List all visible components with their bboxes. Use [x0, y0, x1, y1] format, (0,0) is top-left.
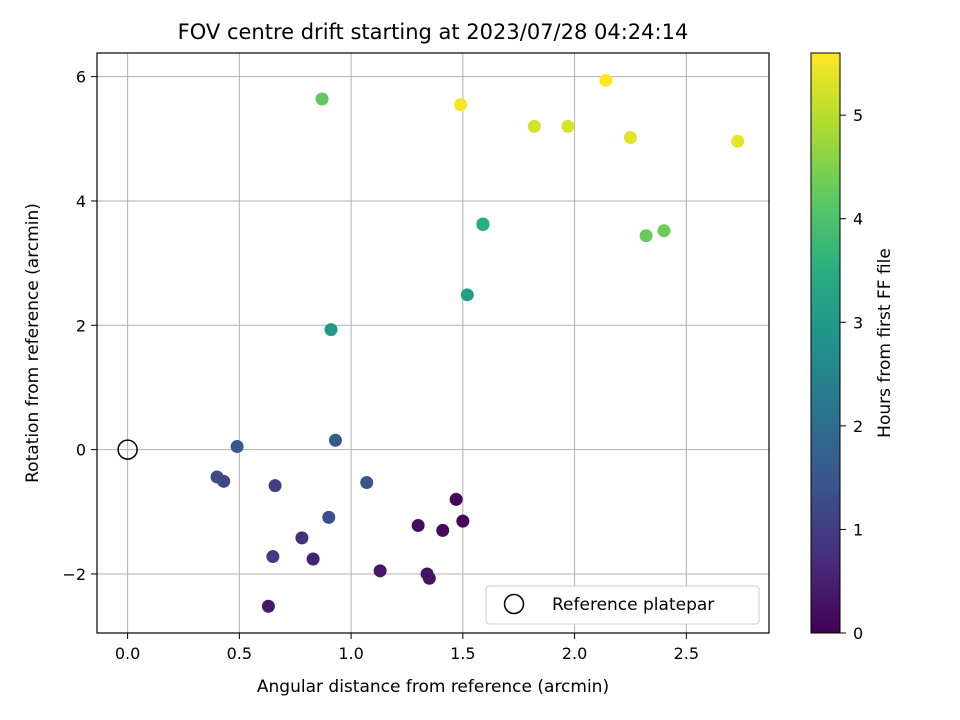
y-axis-ticks: −2 0 2 4 6 [62, 68, 97, 584]
scatter-point [315, 92, 329, 106]
chart-title: FOV centre drift starting at 2023/07/28 … [178, 20, 689, 44]
colorbar-gradient [810, 52, 841, 634]
scatter-point [460, 288, 474, 302]
scatter-point [639, 229, 653, 243]
legend-box [485, 585, 760, 625]
x-tick-label: 1.0 [338, 644, 363, 663]
scatter-point [328, 433, 342, 447]
y-tick-label: 6 [76, 68, 86, 87]
scatter-point [261, 599, 275, 613]
x-axis-ticks: 0.0 0.5 1.0 1.5 2.0 2.5 [115, 633, 699, 663]
grid [97, 53, 769, 633]
plot-frame [96, 52, 770, 634]
scatter-point [373, 564, 387, 578]
x-tick-label: 2.0 [562, 644, 587, 663]
scatter-point [230, 440, 244, 454]
y-axis-label: Rotation from reference (arcmin) [23, 203, 43, 483]
colorbar-tick-label: 3 [853, 313, 863, 332]
scatter-point [449, 492, 463, 506]
y-tick-label: 0 [76, 441, 86, 460]
scatter-point [295, 531, 309, 545]
scatter-point [420, 567, 434, 581]
reference-marker [117, 439, 138, 460]
legend-marker-icon [503, 593, 525, 615]
scatter-point [731, 134, 745, 148]
y-tick-label: 2 [76, 316, 86, 335]
colorbar-tick-label: 0 [853, 624, 863, 643]
scatter-point [456, 514, 470, 528]
colorbar-ticks: 0 1 2 3 4 5 [840, 106, 863, 643]
scatter-point [306, 552, 320, 566]
scatter-point [436, 523, 450, 537]
scatter-point [266, 550, 280, 564]
colorbar: 0 1 2 3 4 5 Hours from first FF file [810, 52, 895, 643]
scatter-point [657, 224, 671, 238]
legend-label: Reference platepar [552, 595, 714, 615]
scatter-point [599, 73, 613, 87]
x-axis-label: Angular distance from reference (arcmin) [257, 677, 609, 697]
x-tick-label: 1.5 [450, 644, 475, 663]
scatter-point [322, 510, 336, 524]
scatter-point [360, 476, 374, 490]
x-tick-label: 0.0 [115, 644, 140, 663]
data-points [210, 73, 745, 613]
legend: Reference platepar [485, 585, 760, 625]
scatter-point [623, 131, 637, 145]
colorbar-tick-label: 4 [853, 210, 863, 229]
reference-point [117, 439, 138, 460]
colorbar-tick-label: 2 [853, 417, 863, 436]
scatter-point [476, 218, 490, 232]
scatter-point [324, 323, 338, 337]
scatter-point [268, 479, 282, 493]
scatter-point [527, 119, 541, 133]
scatter-point [561, 119, 575, 133]
scatter-point [210, 470, 224, 484]
scatter-point [454, 98, 468, 112]
scatter-point [411, 518, 425, 532]
colorbar-tick-label: 5 [853, 106, 863, 125]
colorbar-tick-label: 1 [853, 520, 863, 539]
x-tick-label: 2.5 [674, 644, 699, 663]
y-tick-label: −2 [62, 565, 86, 584]
x-tick-label: 0.5 [227, 644, 252, 663]
colorbar-label: Hours from first FF file [875, 248, 895, 438]
y-tick-label: 4 [76, 192, 86, 211]
